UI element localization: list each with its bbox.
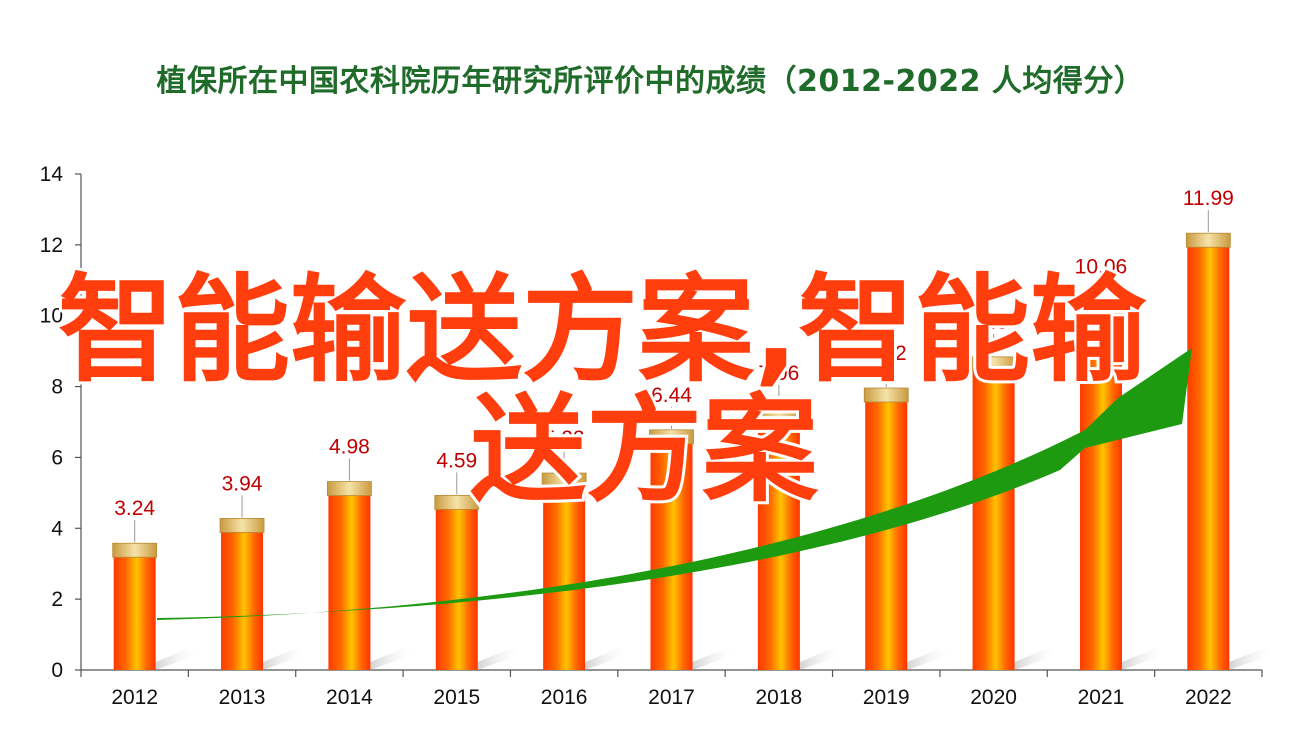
bar-shadow	[585, 648, 630, 670]
bar-cap	[327, 481, 372, 496]
data-label: 11.99	[1183, 187, 1234, 210]
bar	[328, 493, 371, 670]
bar-cap	[434, 494, 480, 510]
x-tick-label: 2015	[433, 686, 480, 709]
overlay-text-line1: 智能输送方案,智能输	[58, 263, 1147, 398]
bar-shadow	[155, 648, 200, 670]
bar-cap	[1078, 301, 1124, 316]
bar-shadow	[370, 648, 415, 670]
data-label: 3.24	[114, 497, 155, 520]
bar-cap	[756, 407, 802, 423]
bar-shadow	[1014, 648, 1059, 670]
x-tick-label: 2012	[111, 686, 158, 709]
data-label: 4.98	[329, 436, 370, 459]
bar	[221, 530, 264, 670]
x-tick-label: 2019	[863, 686, 910, 709]
data-label: 8.5	[979, 311, 1008, 334]
y-tick-label: 2	[51, 588, 63, 611]
y-tick-label: 0	[51, 659, 63, 682]
y-tick-label: 14	[40, 163, 64, 186]
bar-cap	[971, 356, 1016, 372]
chart-title: 植保所在中国农科院历年研究所评价中的成绩（2012-2022 人均得分）	[156, 64, 1145, 99]
bar	[435, 507, 478, 670]
data-label: 7.06	[758, 362, 799, 385]
bar-shadow	[907, 648, 952, 670]
bar	[113, 555, 156, 670]
trend-arrow	[157, 348, 1192, 620]
y-tick-label: 8	[51, 376, 63, 399]
x-tick-label: 2017	[648, 686, 695, 709]
bar-cap	[863, 387, 909, 403]
data-label: 10.06	[1075, 256, 1128, 279]
bar	[650, 441, 693, 670]
y-tick-label: 10	[40, 305, 63, 328]
x-tick-label: 2013	[219, 686, 266, 709]
y-tick-label: 4	[51, 517, 63, 540]
bar-shadow	[1229, 648, 1274, 670]
bar-shadow	[477, 648, 522, 670]
trend-arrow-body	[157, 348, 1192, 620]
x-tick-label: 2016	[541, 686, 588, 709]
y-tick-label: 6	[51, 446, 63, 469]
bar-cap	[112, 542, 158, 558]
bar-shadow	[263, 648, 308, 670]
data-label: 3.94	[222, 472, 263, 495]
x-tick-label: 2022	[1185, 686, 1232, 709]
x-tick-label: 2021	[1078, 686, 1125, 709]
bar-cap	[1185, 232, 1231, 248]
bar-shadow	[692, 648, 737, 670]
bar	[1079, 313, 1122, 670]
data-label: 5.22	[544, 427, 585, 450]
overlay-text-line2: 送方案	[470, 383, 819, 518]
x-tick-label: 2020	[970, 686, 1017, 709]
bar-shadow	[1121, 648, 1166, 670]
data-label: 4.59	[436, 449, 477, 472]
bar	[543, 485, 586, 670]
data-label: 7.62	[866, 342, 907, 365]
bar-shadow	[799, 648, 844, 670]
y-tick-label: 12	[40, 234, 63, 257]
bar-cap	[649, 429, 694, 445]
bar	[1187, 245, 1230, 670]
bar-cap	[219, 518, 265, 533]
bar	[865, 400, 908, 670]
x-tick-label: 2018	[756, 686, 803, 709]
bar	[972, 368, 1015, 670]
x-tick-label: 2014	[326, 686, 373, 709]
bar-cap	[541, 472, 587, 488]
data-label: 6.44	[651, 384, 692, 407]
